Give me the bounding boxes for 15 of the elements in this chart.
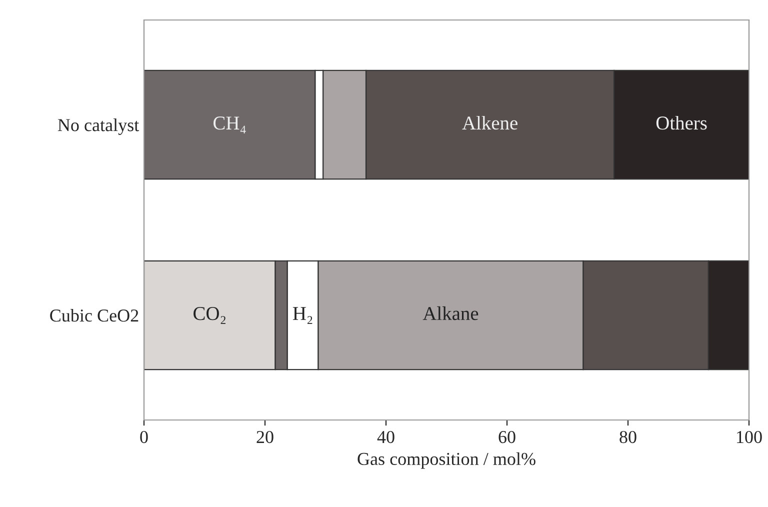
- series-label: H₂: [292, 307, 312, 324]
- series-label: Others: [656, 116, 707, 130]
- x-axis-title: Gas composition / mol%: [358, 452, 536, 469]
- series-label: CO₂: [194, 307, 226, 324]
- y-tick-label: Cubic CeO2: [50, 308, 138, 322]
- x-tick-label: 100: [737, 430, 762, 444]
- x-tick-label: 40: [377, 430, 394, 444]
- x-tick-label: 60: [498, 430, 516, 444]
- series-label: CH₄: [214, 116, 246, 134]
- x-tick-label: 80: [620, 430, 636, 444]
- series-label: Alkane: [422, 306, 478, 320]
- series-label: Alkene: [462, 116, 518, 130]
- y-tick-label: No catalyst: [58, 118, 140, 135]
- x-tick-label: 20: [256, 430, 274, 444]
- x-tick-label: 0: [140, 430, 148, 444]
